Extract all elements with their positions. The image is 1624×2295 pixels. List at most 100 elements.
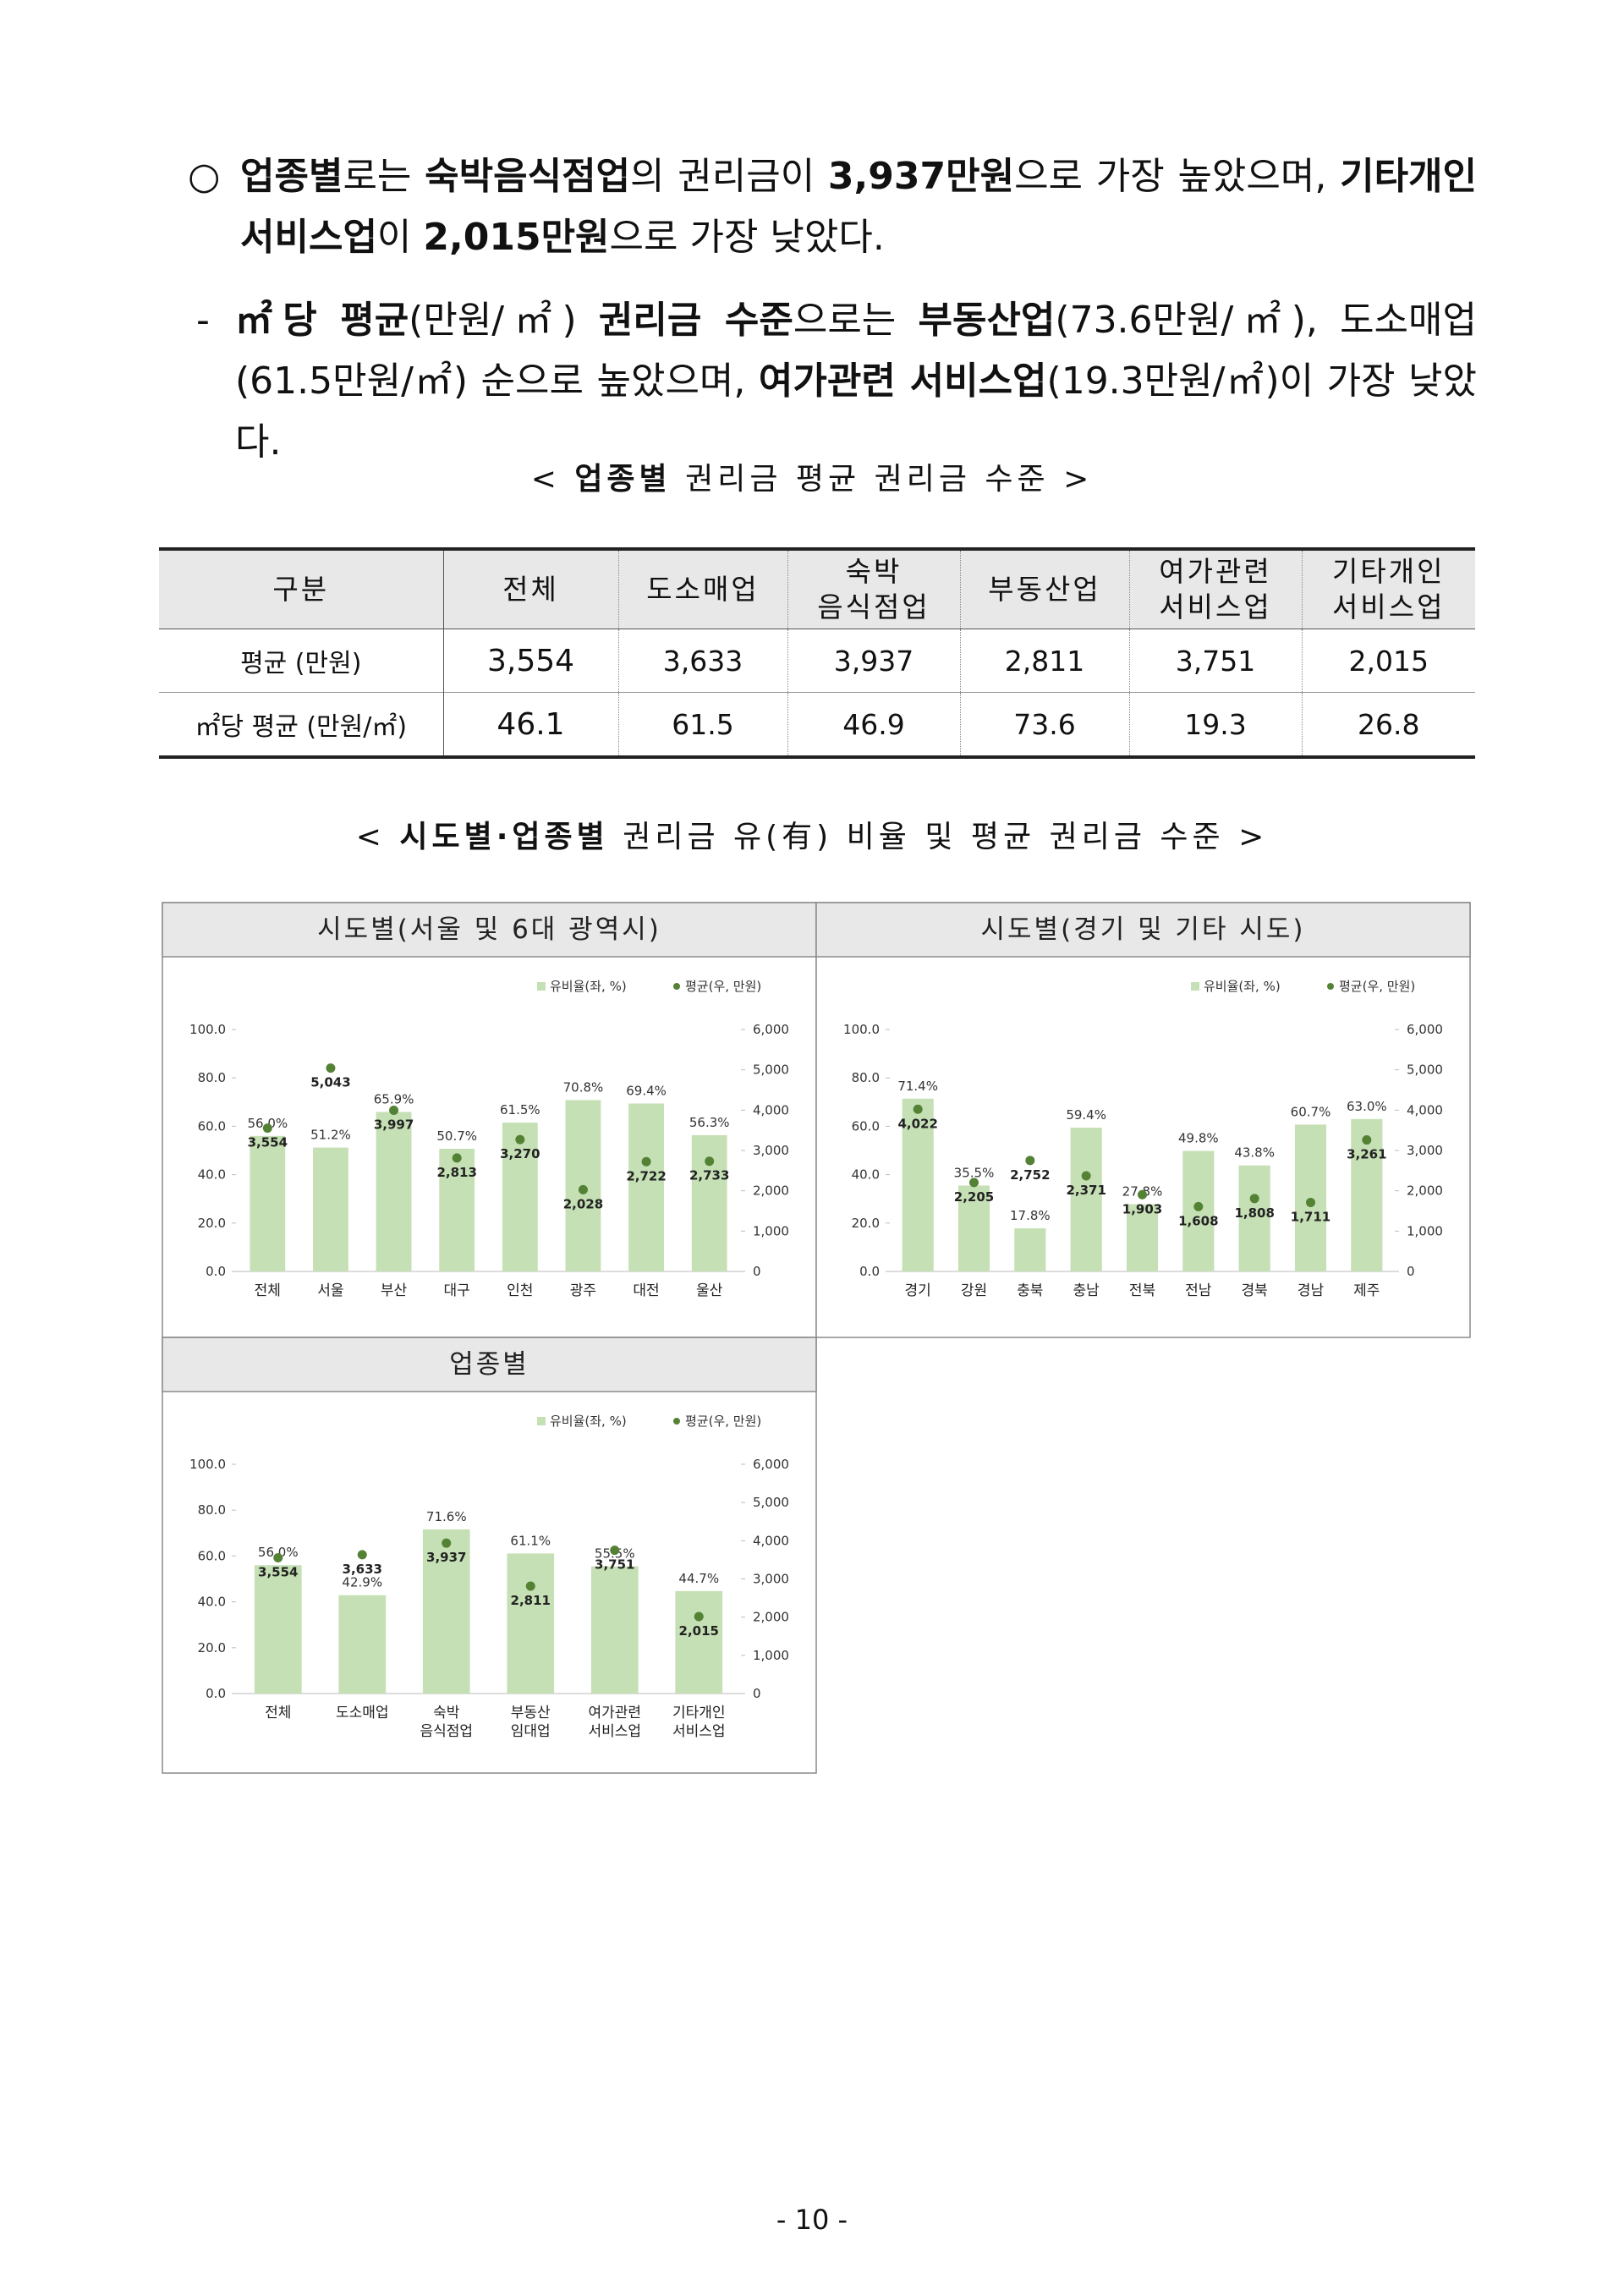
x-tick-label: 제주 xyxy=(1353,1282,1380,1299)
table-cell: 2,811 xyxy=(959,629,1129,693)
y2-tick-label: 3,000 xyxy=(753,1143,789,1158)
table-row: ㎡당 평균 (만원/㎡) 46.1 61.5 46.9 73.6 19.3 26.8 xyxy=(159,692,1475,757)
y-tick-label: 0.0 xyxy=(206,1686,226,1701)
dot xyxy=(1025,1156,1035,1166)
dot xyxy=(610,1546,620,1556)
dot xyxy=(273,1552,283,1562)
y2-tick-label: 2,000 xyxy=(753,1610,789,1625)
legend-label: 유비율(좌, %) xyxy=(550,979,627,994)
bar xyxy=(439,1148,475,1271)
y2-tick-label: 5,000 xyxy=(753,1062,789,1078)
data-label: 2,733 xyxy=(689,1168,729,1183)
y2-tick-label: 4,000 xyxy=(753,1533,789,1548)
dot xyxy=(389,1105,399,1115)
bar xyxy=(590,1566,639,1694)
y2-tick-label: 0 xyxy=(753,1264,761,1279)
data-label: 3,751 xyxy=(595,1557,634,1573)
bar xyxy=(250,1135,286,1271)
y-tick-label: 60.0 xyxy=(198,1118,226,1134)
data-label: 71.4% xyxy=(897,1079,938,1094)
data-label: 1,608 xyxy=(1178,1213,1218,1228)
x-tick-label: 여가관련 서비스업 xyxy=(588,1705,642,1740)
text-run: 의 권리금이 xyxy=(630,155,828,198)
table-cell: 46.9 xyxy=(787,692,960,757)
y-tick-label: 60.0 xyxy=(198,1548,226,1563)
panel xyxy=(162,1337,817,1774)
data-label: 70.8% xyxy=(563,1080,604,1095)
dot xyxy=(1249,1194,1259,1204)
dot xyxy=(969,1178,979,1188)
y-tick-label: 60.0 xyxy=(852,1118,880,1134)
x-tick-label: 경남 xyxy=(1297,1282,1325,1299)
y-tick-label: 20.0 xyxy=(198,1640,226,1655)
legend-label: 유비율(좌, %) xyxy=(1204,979,1281,994)
data-label: 50.7% xyxy=(436,1128,477,1144)
table-cell: 26.8 xyxy=(1301,692,1475,757)
x-tick-label: 강원 xyxy=(960,1282,988,1299)
y-tick-label: 0.0 xyxy=(859,1264,880,1279)
text-run: 업종별 xyxy=(240,155,343,198)
text-run: 권리금 평균 권리금 수준 > xyxy=(671,462,1094,497)
data-label: 3,997 xyxy=(374,1117,414,1132)
x-tick-label: 전북 xyxy=(1128,1282,1156,1299)
data-label: 2,205 xyxy=(954,1189,994,1205)
dot xyxy=(262,1123,272,1134)
table-row: 평균 (만원) 3,554 3,633 3,937 2,811 3,751 2,015 xyxy=(159,629,1475,693)
legend-label: 평균(우, 만원) xyxy=(685,1414,761,1429)
data-label: 60.7% xyxy=(1291,1104,1331,1119)
x-tick-label: 숙박 음식점업 xyxy=(420,1705,474,1740)
legend-swatch xyxy=(1191,982,1199,991)
data-label: 49.8% xyxy=(1178,1131,1219,1146)
legend-swatch xyxy=(537,1417,546,1425)
x-tick-label: 충북 xyxy=(1017,1282,1044,1299)
y2-tick-label: 1,000 xyxy=(753,1648,789,1663)
dot xyxy=(1193,1201,1204,1211)
data-label: 71.6% xyxy=(426,1509,467,1524)
y2-tick-label: 5,000 xyxy=(1407,1062,1443,1078)
data-label: 51.2% xyxy=(310,1128,351,1143)
table-cell: 3,633 xyxy=(617,629,787,693)
y-tick-label: 80.0 xyxy=(198,1502,226,1518)
bar xyxy=(1070,1128,1102,1271)
text-run: < xyxy=(355,820,400,854)
dot xyxy=(578,1184,588,1194)
data-label: 2,015 xyxy=(679,1623,719,1639)
panel-header xyxy=(815,902,1471,958)
dot xyxy=(1306,1197,1315,1207)
data-label: 69.4% xyxy=(626,1084,667,1099)
bar xyxy=(1238,1165,1270,1271)
y-tick-label: 20.0 xyxy=(852,1216,880,1231)
table-cell: 3,937 xyxy=(787,629,960,693)
data-label: 43.8% xyxy=(1234,1145,1275,1161)
dot xyxy=(1362,1135,1372,1145)
panel-header xyxy=(162,1337,817,1392)
y-tick-label: 100.0 xyxy=(189,1457,226,1472)
dot xyxy=(705,1156,715,1167)
dot xyxy=(694,1611,704,1622)
bullet-marker: - xyxy=(196,299,210,342)
data-label: 5,043 xyxy=(310,1075,350,1090)
dot xyxy=(452,1153,462,1163)
data-label: 4,022 xyxy=(897,1116,937,1131)
data-label: 3,261 xyxy=(1347,1147,1386,1162)
table-cell: 3,554 xyxy=(442,629,618,693)
header-cell: 전체 xyxy=(442,549,618,629)
header-cell: 기타개인 서비스업 xyxy=(1301,549,1475,629)
data-label: 1,903 xyxy=(1122,1201,1162,1216)
data-label: 2,371 xyxy=(1066,1183,1106,1198)
text-run: ㎡당 평균 xyxy=(235,299,409,342)
dot xyxy=(641,1156,651,1167)
x-tick-label: 서울 xyxy=(317,1282,344,1299)
data-label: 59.4% xyxy=(1066,1107,1106,1123)
y-tick-label: 100.0 xyxy=(843,1022,880,1037)
bar xyxy=(502,1123,538,1271)
legend-label: 유비율(좌, %) xyxy=(550,1414,627,1429)
text-run: 기타개인 서비스업 xyxy=(240,155,1478,259)
bar xyxy=(1014,1228,1046,1271)
y2-tick-label: 4,000 xyxy=(753,1102,789,1117)
text-run: 이 xyxy=(376,216,424,259)
header-cell: 구분 xyxy=(159,549,444,629)
panel-title: 시도별(경기 및 기타 시도) xyxy=(981,914,1306,945)
legend-swatch xyxy=(673,1418,680,1425)
table-cell: 3,751 xyxy=(1128,629,1302,693)
